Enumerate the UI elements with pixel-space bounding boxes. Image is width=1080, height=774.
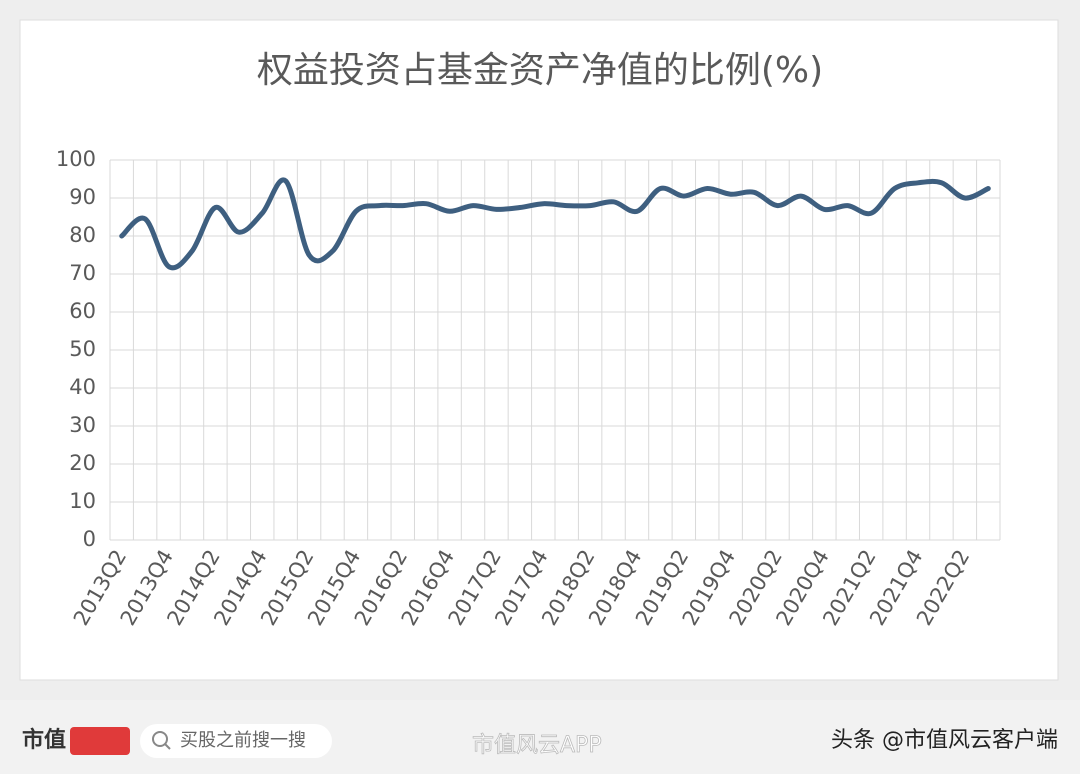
y-tick-label: 0	[83, 527, 96, 551]
search-box[interactable]	[140, 724, 332, 758]
search-icon-handle	[164, 743, 171, 750]
y-tick-label: 60	[69, 299, 96, 323]
y-tick-label: 70	[69, 261, 96, 285]
logo-badge	[70, 727, 130, 755]
y-tick-label: 40	[69, 375, 96, 399]
footer-app: 市值风云APP	[472, 733, 602, 758]
y-tick-label: 100	[56, 147, 96, 171]
search-icon	[152, 731, 168, 747]
y-tick-label: 20	[69, 451, 96, 475]
chart-title: 权益投资占基金资产净值的比例(%)	[257, 50, 823, 91]
y-tick-label: 80	[69, 223, 96, 247]
y-tick-label: 30	[69, 413, 96, 437]
footer-source: 头条 @市值风云客户端	[831, 728, 1058, 753]
footer-logo: 市值	[22, 727, 66, 753]
data-line	[119, 177, 991, 271]
y-tick-label: 10	[69, 489, 96, 513]
y-tick-label: 90	[69, 185, 96, 209]
y-tick-label: 50	[69, 337, 96, 361]
search-text: 买股之前搜一搜	[180, 730, 306, 751]
